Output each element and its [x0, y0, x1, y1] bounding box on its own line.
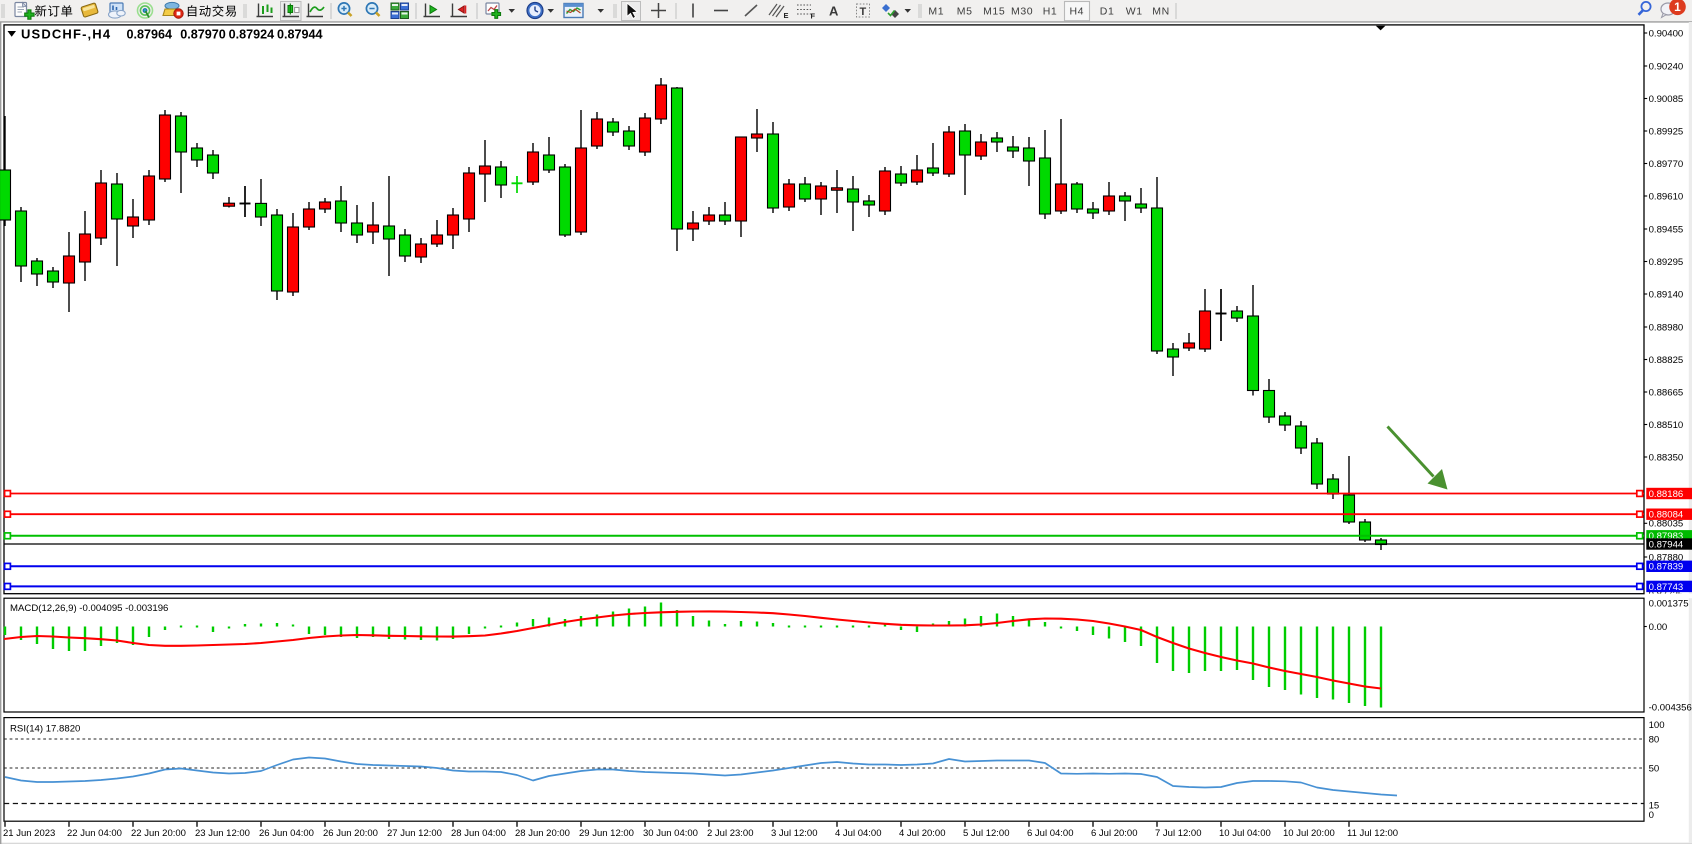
svg-text:0.90240: 0.90240: [1649, 61, 1684, 72]
svg-text:28 Jun 04:00: 28 Jun 04:00: [451, 828, 506, 839]
svg-text:29 Jun 12:00: 29 Jun 12:00: [579, 828, 634, 839]
svg-text:11 Jul 12:00: 11 Jul 12:00: [1347, 828, 1398, 839]
svg-text:H1: H1: [1043, 6, 1058, 18]
svg-text:26 Jun 20:00: 26 Jun 20:00: [323, 828, 378, 839]
svg-text:F: F: [811, 12, 816, 21]
svg-text:M15: M15: [983, 6, 1005, 18]
svg-text:0.88980: 0.88980: [1649, 322, 1684, 333]
svg-text:0.87880: 0.87880: [1649, 552, 1684, 563]
svg-text:0: 0: [1649, 810, 1654, 821]
svg-text:1: 1: [1674, 0, 1681, 14]
svg-text:0.87924: 0.87924: [229, 28, 275, 42]
svg-text:-0.004356: -0.004356: [1649, 703, 1692, 714]
svg-text:W1: W1: [1126, 6, 1143, 18]
svg-text:A: A: [829, 4, 839, 19]
svg-text:0.88510: 0.88510: [1649, 420, 1684, 431]
svg-text:4 Jul 04:00: 4 Jul 04:00: [835, 828, 881, 839]
svg-text:22 Jun 20:00: 22 Jun 20:00: [131, 828, 186, 839]
svg-text:0.001375: 0.001375: [1649, 598, 1689, 609]
svg-text:26 Jun 04:00: 26 Jun 04:00: [259, 828, 314, 839]
svg-text:3 Jul 12:00: 3 Jul 12:00: [771, 828, 817, 839]
svg-text:RSI(14) 17.8820: RSI(14) 17.8820: [10, 724, 80, 735]
svg-text:5 Jul 12:00: 5 Jul 12:00: [963, 828, 1009, 839]
svg-text:0.89925: 0.89925: [1649, 126, 1684, 137]
svg-text:0.87839: 0.87839: [1649, 562, 1684, 573]
svg-text:0.90085: 0.90085: [1649, 94, 1684, 105]
svg-text:MN: MN: [1152, 6, 1170, 18]
svg-text:0.87970: 0.87970: [180, 28, 226, 42]
svg-text:D1: D1: [1100, 6, 1115, 18]
svg-text:6 Jul 20:00: 6 Jul 20:00: [1091, 828, 1137, 839]
svg-text:0.87743: 0.87743: [1649, 582, 1684, 593]
svg-text:4 Jul 20:00: 4 Jul 20:00: [899, 828, 945, 839]
svg-text:7 Jul 12:00: 7 Jul 12:00: [1155, 828, 1201, 839]
svg-text:M5: M5: [957, 6, 973, 18]
svg-text:10 Jul 04:00: 10 Jul 04:00: [1219, 828, 1271, 839]
svg-text:30 Jun 04:00: 30 Jun 04:00: [643, 828, 698, 839]
svg-text:2 Jul 23:00: 2 Jul 23:00: [707, 828, 753, 839]
svg-text:0.00: 0.00: [1649, 622, 1668, 633]
svg-text:0.89770: 0.89770: [1649, 159, 1684, 170]
svg-text:0.88186: 0.88186: [1649, 489, 1684, 500]
svg-text:0.87944: 0.87944: [1649, 539, 1684, 550]
svg-text:100: 100: [1649, 720, 1665, 731]
svg-text:23 Jun 12:00: 23 Jun 12:00: [195, 828, 250, 839]
svg-text:0.88350: 0.88350: [1649, 452, 1684, 463]
svg-text:0.88035: 0.88035: [1649, 519, 1684, 530]
svg-text:80: 80: [1649, 734, 1660, 745]
svg-text:0.87983: 0.87983: [1649, 531, 1684, 542]
svg-text:27 Jun 12:00: 27 Jun 12:00: [387, 828, 442, 839]
svg-text:10 Jul 20:00: 10 Jul 20:00: [1283, 828, 1335, 839]
svg-text:0.90400: 0.90400: [1649, 28, 1684, 39]
svg-text:0.89610: 0.89610: [1649, 191, 1684, 202]
svg-text:22 Jun 04:00: 22 Jun 04:00: [67, 828, 122, 839]
svg-text:M30: M30: [1011, 6, 1033, 18]
svg-text:T: T: [860, 6, 867, 18]
svg-text:0.88665: 0.88665: [1649, 387, 1684, 398]
svg-text:50: 50: [1649, 763, 1660, 774]
svg-text:0.87964: 0.87964: [127, 28, 173, 42]
svg-text:MACD(12,26,9) -0.004095 -0.003: MACD(12,26,9) -0.004095 -0.003196: [10, 603, 168, 614]
svg-text:0.87944: 0.87944: [277, 28, 323, 42]
svg-text:6 Jul 04:00: 6 Jul 04:00: [1027, 828, 1073, 839]
svg-text:H4: H4: [1069, 6, 1084, 18]
svg-text:USDCHF-,H4: USDCHF-,H4: [21, 27, 111, 42]
svg-text:0.89140: 0.89140: [1649, 289, 1684, 300]
svg-text:21 Jun 2023: 21 Jun 2023: [3, 828, 55, 839]
svg-text:E: E: [784, 11, 789, 20]
svg-text:0.88825: 0.88825: [1649, 355, 1684, 366]
svg-text:0.88084: 0.88084: [1649, 510, 1684, 521]
svg-text:M1: M1: [928, 6, 944, 18]
svg-text:15: 15: [1649, 800, 1660, 811]
svg-text:0.89455: 0.89455: [1649, 224, 1684, 235]
svg-text:28 Jun 20:00: 28 Jun 20:00: [515, 828, 570, 839]
svg-text:0.89295: 0.89295: [1649, 257, 1684, 268]
